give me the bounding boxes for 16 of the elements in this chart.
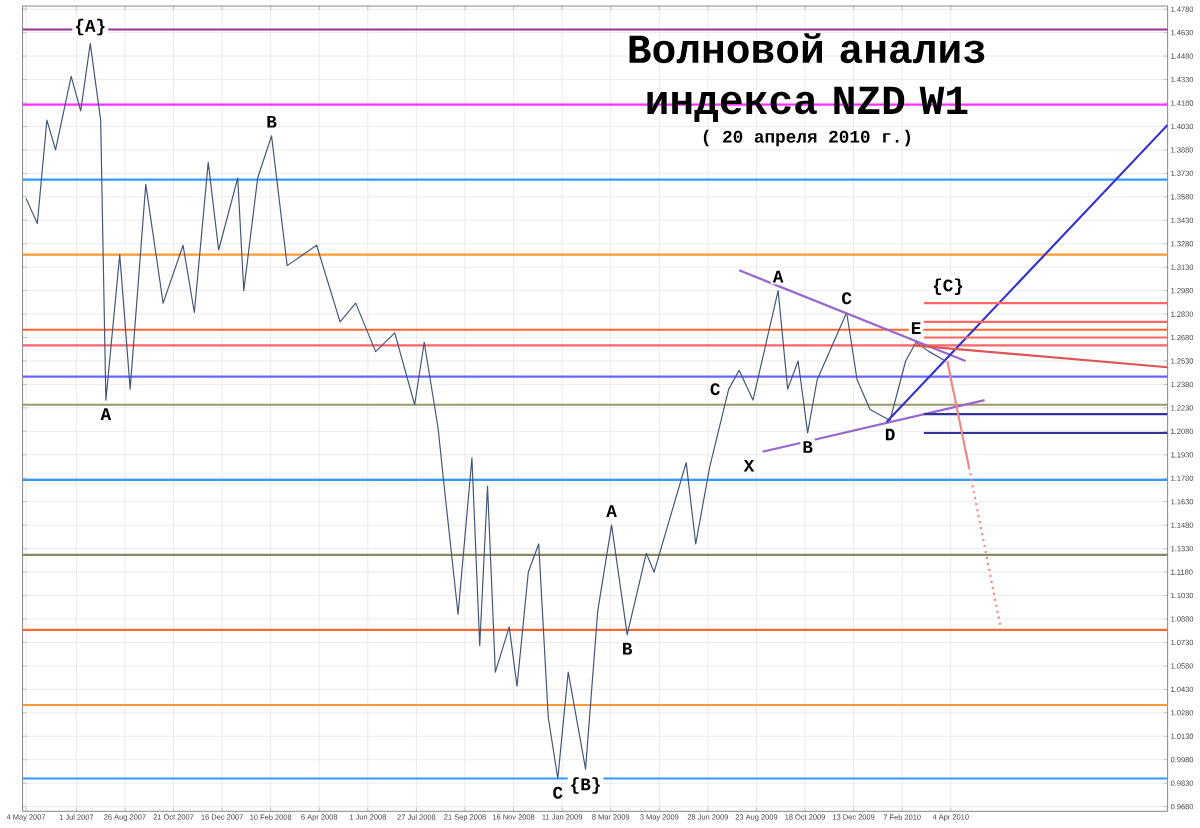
- text: ( 20 апреля 2010 г.): [703, 129, 910, 147]
- annotation: C: [842, 292, 852, 305]
- annotation: C: [710, 383, 720, 396]
- annotation: D: [885, 428, 895, 441]
- annotation: {A}: [76, 19, 105, 36]
- annotation: X: [743, 460, 755, 472]
- annotation: B: [267, 116, 277, 128]
- annotation: B: [623, 643, 633, 655]
- annotation: A: [772, 270, 784, 283]
- annotation: {C}: [933, 278, 963, 296]
- annotation: B: [803, 441, 813, 453]
- annotation: {B}: [571, 777, 600, 794]
- annotation: C: [553, 786, 563, 799]
- annotation: E: [911, 322, 921, 335]
- annotation: A: [606, 505, 617, 518]
- annotation: A: [100, 408, 112, 421]
